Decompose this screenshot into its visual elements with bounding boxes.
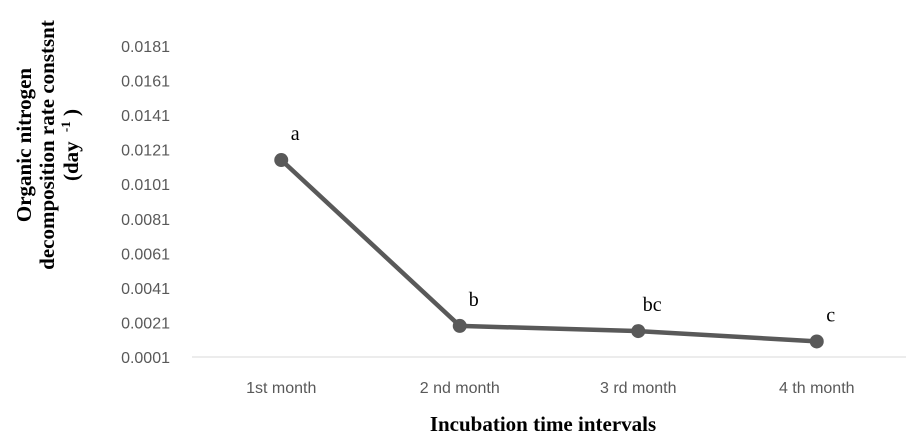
- data-label: b: [469, 289, 479, 311]
- data-point: [274, 153, 289, 168]
- y-axis-unit-close: ): [59, 109, 83, 116]
- series-line: [279, 158, 817, 344]
- x-category-label: 1st month: [246, 380, 316, 397]
- y-tick-label: 0.0021: [121, 315, 170, 332]
- y-axis-title-line-1: Organic nitrogen: [12, 68, 36, 223]
- data-point: [809, 334, 824, 349]
- data-point: [631, 324, 646, 339]
- y-tick-label: 0.0081: [121, 212, 170, 229]
- y-tick-label: 0.0101: [121, 177, 170, 194]
- x-category-label: 2 nd month: [420, 380, 500, 397]
- x-category-label: 4 th month: [779, 380, 855, 397]
- data-label: bc: [643, 294, 662, 316]
- x-axis-category-labels: 1st month 2 nd month 3 rd month 4 th month: [246, 380, 854, 397]
- y-tick-label: 0.0141: [121, 108, 170, 125]
- y-axis-title: Organic nitrogen decomposition rate cons…: [12, 20, 83, 270]
- y-tick-label: 0.0181: [121, 39, 170, 56]
- y-tick-label: 0.0041: [121, 281, 170, 298]
- y-axis-unit-sup: -1: [58, 121, 73, 132]
- y-tick-label: 0.0061: [121, 246, 170, 263]
- x-category-label: 3 rd month: [600, 380, 676, 397]
- y-axis-tick-labels: 0.0001 0.0021 0.0041 0.0061 0.0081 0.0101 0.01…: [121, 39, 170, 367]
- data-point: [452, 318, 467, 333]
- data-label: a: [291, 123, 300, 145]
- x-axis-title: Incubation time intervals: [430, 412, 656, 436]
- data-label: c: [826, 304, 835, 326]
- y-axis-title-unit: (day -1 ): [51, 109, 83, 181]
- data-points: [274, 153, 824, 349]
- y-tick-label: 0.0001: [121, 350, 170, 367]
- y-axis-unit-base: (day: [59, 141, 83, 181]
- y-tick-label: 0.0121: [121, 143, 170, 160]
- data-labels: a b bc c: [291, 123, 836, 326]
- y-tick-label: 0.0161: [121, 74, 170, 91]
- y-axis-title-line-2: decomposition rate constsnt: [35, 20, 59, 270]
